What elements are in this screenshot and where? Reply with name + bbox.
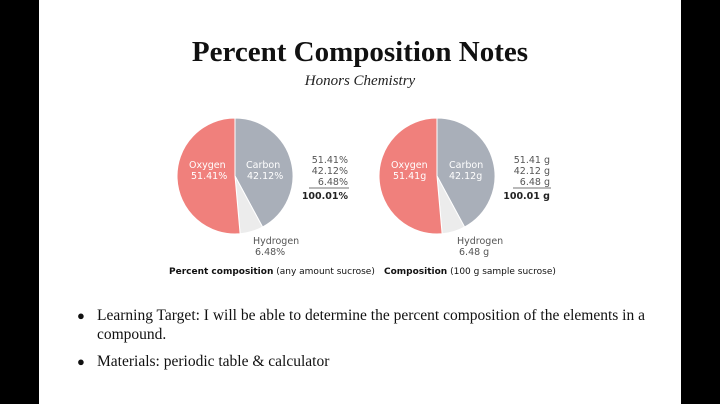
oxygen-label: Oxygen [189, 160, 226, 171]
oxygen-slice [378, 117, 443, 235]
bullet-text: Materials: periodic table & calculator [97, 353, 330, 370]
carbon-label: Carbon [246, 160, 280, 171]
bullet-materials: ● Materials: periodic table & calculator [77, 352, 667, 371]
hydrogen-value-label: 6.48 g [459, 247, 489, 258]
column-total: 100.01 g [503, 191, 550, 202]
slide-title: Percent Composition Notes [191, 36, 529, 68]
column-value-2: 42.12% [312, 166, 348, 177]
carbon-slice [436, 117, 496, 228]
carbon-label: Carbon [449, 160, 483, 171]
oxygen-value-label: 51.41g [393, 171, 426, 182]
column-total: 100.01% [302, 191, 349, 202]
chart-caption: Percent composition (any amount sucrose) [169, 267, 375, 277]
hydrogen-label: Hydrogen [457, 236, 503, 247]
oxygen-label: Oxygen [391, 160, 428, 171]
chart-caption: Composition (100 g sample sucrose) [384, 267, 556, 277]
oxygen-slice [176, 117, 241, 235]
column-value-3: 6.48 g [520, 177, 550, 188]
column-value-1: 51.41% [312, 155, 348, 166]
hydrogen-label: Hydrogen [253, 236, 299, 247]
column-value-1: 51.41 g [514, 155, 550, 166]
pie-charts-figure: Carbon 42.12% Oxygen 51.41% Hydrogen 6.4… [169, 117, 556, 277]
slide-subtitle: Honors Chemistry [304, 73, 416, 89]
column-value-2: 42.12 g [514, 166, 550, 177]
hydrogen-value-label: 6.48% [255, 247, 285, 258]
slide: Percent Composition Notes Honors Chemist… [39, 0, 681, 404]
bullet-learning-target: ● Learning Target: I will be able to det… [77, 306, 667, 344]
bullet-list: ● Learning Target: I will be able to det… [77, 306, 667, 379]
carbon-slice [234, 117, 294, 228]
bullet-marker: ● [77, 308, 85, 323]
percent-composition-chart: Carbon 42.12% Oxygen 51.41% Hydrogen 6.4… [169, 117, 375, 277]
carbon-value-label: 42.12% [247, 171, 283, 182]
column-value-3: 6.48% [318, 177, 348, 188]
mass-composition-chart: Carbon 42.12g Oxygen 51.41g Hydrogen 6.4… [378, 117, 556, 277]
carbon-value-label: 42.12g [449, 171, 482, 182]
oxygen-value-label: 51.41% [191, 171, 227, 182]
bullet-text: Learning Target: I will be able to deter… [97, 307, 645, 343]
bullet-marker: ● [77, 354, 85, 369]
